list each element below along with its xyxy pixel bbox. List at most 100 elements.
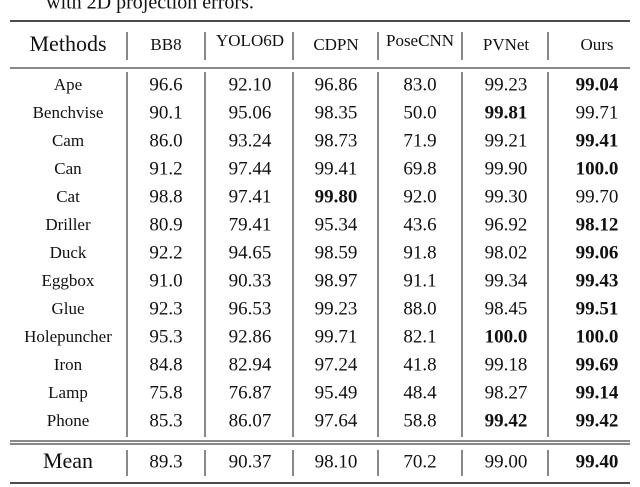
cell: 92.86 — [229, 326, 272, 347]
cell: 43.6 — [403, 214, 436, 235]
row-label: Glue — [51, 299, 84, 318]
cell: 82.94 — [229, 354, 272, 375]
cell: 92.10 — [229, 74, 272, 95]
cell: 86.07 — [229, 410, 272, 431]
cell: 99.00 — [485, 451, 528, 472]
cell: 95.06 — [229, 102, 272, 123]
cell: 83.0 — [403, 74, 436, 95]
cell: 90.37 — [229, 451, 272, 472]
cell: 97.24 — [315, 354, 358, 375]
cell: 90.1 — [149, 102, 182, 123]
cell: 99.40 — [576, 451, 619, 472]
cell: 95.34 — [315, 214, 358, 235]
cell: 98.35 — [315, 102, 358, 123]
row-label: Iron — [54, 355, 83, 374]
row-label: Mean — [43, 448, 93, 473]
cell: 99.23 — [485, 74, 528, 95]
cell: 93.24 — [229, 130, 272, 151]
cell: 95.49 — [315, 382, 358, 403]
cell: 99.43 — [576, 270, 619, 291]
cell: 90.33 — [229, 270, 272, 291]
row-label: Benchvise — [33, 103, 104, 122]
cell: 99.14 — [576, 382, 619, 403]
row-label: Holepuncher — [24, 327, 112, 346]
cell: 99.18 — [485, 354, 528, 375]
cell: 84.8 — [149, 354, 182, 375]
cell: 41.8 — [403, 354, 436, 375]
row-label: Cam — [52, 131, 84, 150]
cell: 94.65 — [229, 242, 272, 263]
cell: 97.41 — [229, 186, 272, 207]
cell: 97.64 — [315, 410, 358, 431]
cell: 99.81 — [485, 102, 528, 123]
column-header: PVNet — [483, 35, 530, 54]
cell: 98.12 — [576, 214, 619, 235]
column-header: YOLO6D — [216, 31, 284, 50]
cell: 100.0 — [576, 158, 619, 179]
cell: 98.27 — [485, 382, 528, 403]
row-label: Duck — [50, 243, 87, 262]
cell: 75.8 — [149, 382, 182, 403]
cell: 99.04 — [576, 74, 619, 95]
cell: 98.45 — [485, 298, 528, 319]
cell: 95.3 — [149, 326, 182, 347]
column-header: PoseCNN — [386, 31, 454, 50]
cell: 99.51 — [576, 298, 619, 319]
cell: 76.87 — [229, 382, 272, 403]
cell: 99.41 — [576, 130, 619, 151]
cell: 99.23 — [315, 298, 358, 319]
cell: 92.0 — [403, 186, 436, 207]
row-label: Eggbox — [42, 271, 95, 290]
cell: 99.80 — [315, 186, 358, 207]
row-label: Can — [54, 159, 82, 178]
row-label: Phone — [47, 411, 90, 430]
cell: 88.0 — [403, 298, 436, 319]
cell: 99.41 — [315, 158, 358, 179]
cell: 96.92 — [485, 214, 528, 235]
cell: 91.2 — [149, 158, 182, 179]
cell: 82.1 — [403, 326, 436, 347]
column-header: Methods — [30, 31, 107, 56]
cell: 91.8 — [403, 242, 436, 263]
cell: 98.10 — [315, 451, 358, 472]
row-label: Lamp — [48, 383, 88, 402]
cell: 99.42 — [576, 410, 619, 431]
cell: 80.9 — [149, 214, 182, 235]
row-label: Ape — [54, 75, 82, 94]
cell: 99.71 — [315, 326, 358, 347]
row-label: Cat — [56, 187, 80, 206]
row-label: Driller — [45, 215, 91, 234]
cell: 100.0 — [576, 326, 619, 347]
cell: 99.71 — [576, 102, 619, 123]
cell: 99.70 — [576, 186, 619, 207]
caption: with 2D projection errors. — [46, 0, 254, 14]
cell: 98.97 — [315, 270, 358, 291]
cell: 100.0 — [485, 326, 528, 347]
cell: 98.59 — [315, 242, 358, 263]
column-header: Ours — [580, 35, 613, 54]
cell: 50.0 — [403, 102, 436, 123]
cell: 71.9 — [403, 130, 436, 151]
cell: 48.4 — [403, 382, 437, 403]
cell: 79.41 — [229, 214, 272, 235]
cell: 99.42 — [485, 410, 528, 431]
column-header: CDPN — [313, 35, 358, 54]
cell: 99.90 — [485, 158, 528, 179]
column-header: BB8 — [150, 35, 181, 54]
cell: 70.2 — [403, 451, 436, 472]
cell: 96.6 — [149, 74, 182, 95]
cell: 91.1 — [403, 270, 436, 291]
cell: 97.44 — [229, 158, 272, 179]
cell: 98.73 — [315, 130, 358, 151]
cell: 96.86 — [315, 74, 358, 95]
cell: 99.69 — [576, 354, 619, 375]
cell: 92.2 — [149, 242, 182, 263]
cell: 91.0 — [149, 270, 182, 291]
cell: 92.3 — [149, 298, 182, 319]
cell: 99.21 — [485, 130, 528, 151]
cell: 98.02 — [485, 242, 528, 263]
cell: 86.0 — [149, 130, 182, 151]
cell: 89.3 — [149, 451, 182, 472]
cell: 69.8 — [403, 158, 436, 179]
